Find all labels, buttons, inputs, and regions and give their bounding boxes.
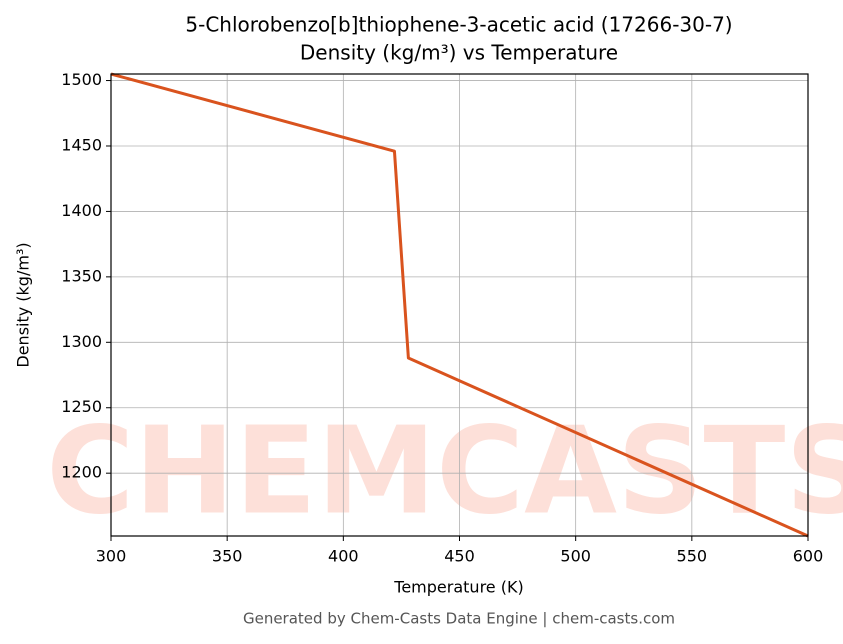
y-tick-label: 1300 [61,332,102,351]
y-tick-label: 1350 [61,266,102,285]
x-tick-label: 600 [793,547,824,566]
chart-subtitle: Density (kg/m³) vs Temperature [300,41,618,65]
watermark: CHEMCASTS [46,403,843,542]
x-tick-label: 500 [560,547,591,566]
x-axis-label: Temperature (K) [393,578,523,597]
x-tick-label: 300 [96,547,127,566]
y-axis-label: Density (kg/m³) [14,242,33,367]
y-tick-label: 1200 [61,463,102,482]
chart-title: 5-Chlorobenzo[b]thiophene-3-acetic acid … [185,13,732,37]
x-tick-label: 450 [444,547,475,566]
y-tick-label: 1250 [61,397,102,416]
x-tick-label: 400 [328,547,359,566]
data-line [110,72,809,538]
footer: Generated by Chem-Casts Data Engine | ch… [243,610,675,628]
y-tick-label: 1400 [61,201,102,220]
y-tick-label: 1450 [61,135,102,154]
y-tick-label: 1500 [61,70,102,89]
x-tick-label: 550 [677,547,708,566]
x-tick-label: 350 [212,547,243,566]
plot-frame [110,73,809,537]
